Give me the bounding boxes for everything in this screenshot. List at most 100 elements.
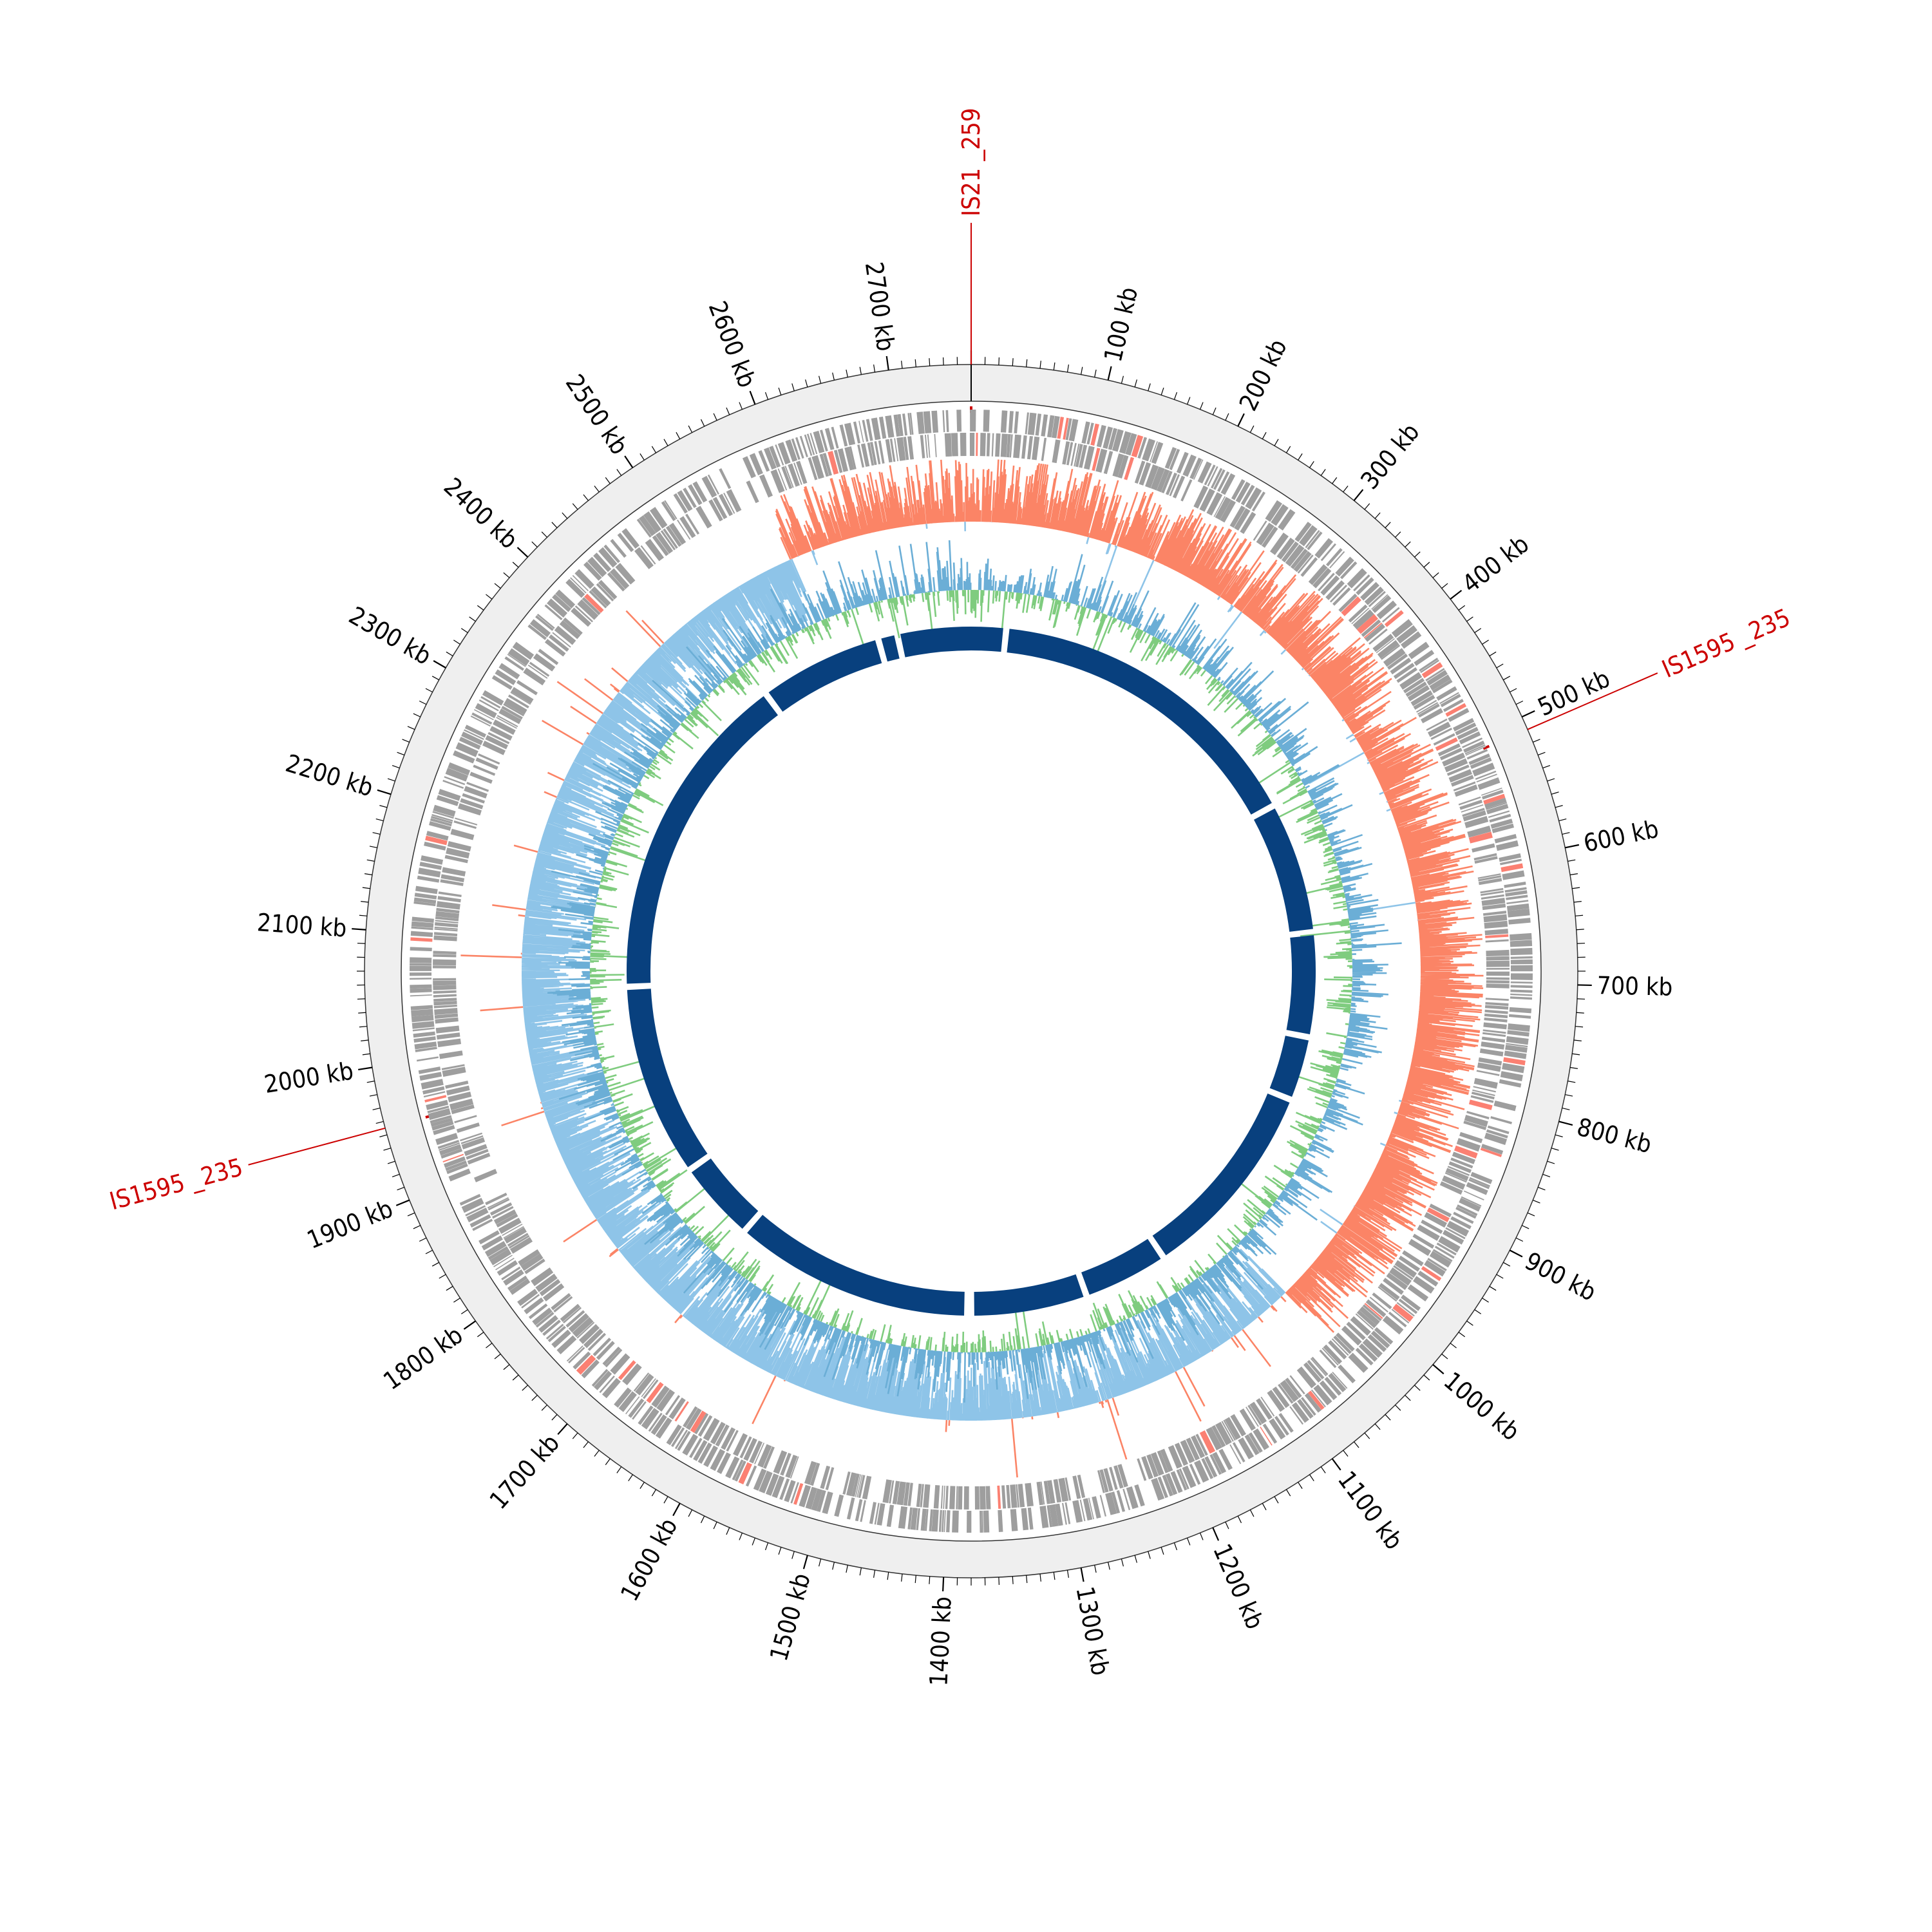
- gene: [551, 1293, 571, 1311]
- gene: [503, 703, 525, 717]
- gene: [1055, 1503, 1063, 1526]
- gene: [1510, 996, 1533, 1000]
- gene: [1444, 1172, 1467, 1183]
- gene: [1484, 797, 1507, 809]
- gene: [822, 453, 832, 476]
- gene: [1506, 900, 1529, 905]
- gene: [570, 577, 587, 594]
- gene: [1251, 491, 1265, 512]
- minor-tick: [859, 366, 862, 375]
- gene: [963, 1486, 969, 1510]
- minor-tick: [503, 572, 510, 578]
- minor-tick: [1121, 375, 1124, 384]
- gene: [929, 1509, 933, 1531]
- gene: [1426, 718, 1448, 731]
- gene: [810, 433, 818, 455]
- minor-tick: [1542, 1173, 1551, 1178]
- gene: [749, 453, 763, 476]
- minor-tick: [1405, 541, 1411, 547]
- tick-label: 2400 kb: [439, 472, 524, 554]
- gene: [804, 1461, 817, 1485]
- gene: [1506, 1043, 1528, 1048]
- gene: [501, 706, 523, 720]
- gene: [601, 1378, 621, 1399]
- minor-tick: [1364, 1432, 1370, 1439]
- gene: [1099, 1495, 1106, 1517]
- gene: [853, 421, 861, 444]
- gene: [1253, 1428, 1269, 1450]
- gene: [1151, 1477, 1165, 1501]
- gene: [710, 1448, 725, 1472]
- gene: [1393, 1265, 1414, 1280]
- gene: [1234, 507, 1251, 531]
- gene: [795, 437, 804, 459]
- gene: [1510, 989, 1533, 993]
- minor-tick: [362, 1053, 370, 1056]
- minor-tick: [1503, 1262, 1511, 1267]
- minor-tick: [369, 846, 377, 848]
- gene: [1478, 878, 1502, 886]
- minor-tick: [846, 369, 848, 377]
- minor-tick: [1225, 413, 1229, 421]
- minor-tick: [1187, 397, 1191, 405]
- minor-tick: [726, 1527, 730, 1535]
- minor-tick: [1332, 477, 1338, 484]
- gene: [896, 1481, 906, 1506]
- gene: [825, 1467, 835, 1490]
- gene: [436, 901, 460, 910]
- gene: [433, 994, 457, 998]
- minor-tick: [379, 1134, 388, 1137]
- gene: [635, 1373, 654, 1396]
- gene: [1193, 485, 1209, 509]
- gene: [498, 708, 522, 724]
- gene: [410, 1005, 433, 1010]
- gene: [1482, 903, 1506, 911]
- gene: [703, 1445, 718, 1468]
- minor-tick: [357, 942, 366, 944]
- gene: [1363, 622, 1383, 639]
- minor-tick: [392, 764, 400, 769]
- gene: [572, 574, 589, 592]
- gene: [542, 1320, 561, 1336]
- gene: [481, 1235, 503, 1251]
- gene: [607, 572, 625, 592]
- gene: [491, 675, 513, 690]
- gene: [668, 522, 687, 545]
- gene: [860, 443, 870, 467]
- minor-tick: [1249, 1510, 1255, 1517]
- gene: [633, 1372, 650, 1392]
- gene: [1212, 1452, 1227, 1474]
- gene: [480, 696, 501, 709]
- gene: [721, 1427, 736, 1450]
- minor-tick: [1160, 387, 1164, 395]
- gene: [1072, 1500, 1083, 1523]
- gene: [1112, 453, 1124, 477]
- gene: [583, 562, 602, 581]
- minor-tick: [1567, 1081, 1576, 1083]
- gene: [435, 911, 459, 919]
- minor-tick: [372, 832, 381, 835]
- gene: [1478, 875, 1502, 882]
- gene: [1113, 1465, 1124, 1489]
- minor-tick: [929, 358, 931, 366]
- tick-label: 200 kb: [1234, 335, 1293, 415]
- gene: [416, 1056, 439, 1062]
- gene: [469, 1214, 491, 1228]
- gene: [560, 1303, 581, 1322]
- tick-label: 1800 kb: [378, 1321, 468, 1396]
- gene: [970, 410, 971, 432]
- gene: [849, 446, 857, 469]
- gene: [1161, 470, 1173, 494]
- minor-tick: [663, 1496, 668, 1504]
- gene: [980, 433, 986, 457]
- gene: [860, 1500, 866, 1522]
- gene: [1484, 1017, 1508, 1023]
- contig: [627, 696, 778, 984]
- gene: [1141, 1455, 1153, 1480]
- gene: [924, 434, 928, 458]
- gene: [1162, 1474, 1173, 1497]
- gene: [539, 1279, 561, 1296]
- gene: [1486, 1129, 1508, 1139]
- gene: [1084, 446, 1095, 470]
- gene: [1299, 525, 1318, 547]
